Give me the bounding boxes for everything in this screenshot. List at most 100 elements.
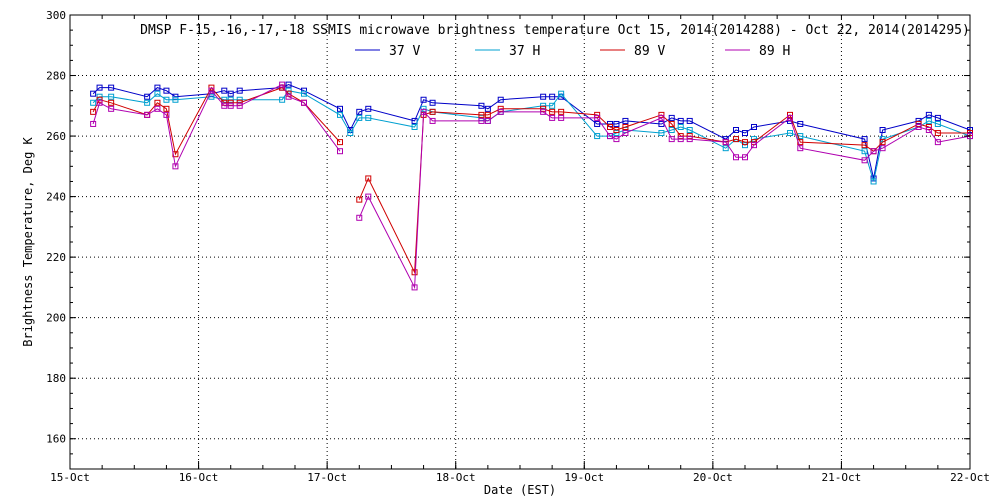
data-point [742, 142, 748, 149]
y-axis-title: Brightness Temperature, Deg K [21, 136, 35, 346]
plot-area [69, 14, 971, 470]
data-point [365, 105, 372, 112]
data-point [925, 127, 932, 134]
data-point [742, 139, 748, 146]
data-point [686, 117, 693, 124]
data-point [172, 163, 179, 170]
data-point [356, 114, 363, 121]
legend-label: 37 H [509, 44, 540, 59]
series-89-h [90, 81, 973, 291]
data-point [301, 87, 307, 94]
data-point [934, 114, 941, 121]
data-point [337, 111, 343, 118]
legend-label: 37 V [389, 44, 420, 59]
data-point [934, 139, 941, 146]
data-point [301, 99, 307, 106]
data-point [337, 105, 343, 112]
series-layer [90, 81, 973, 291]
data-point [733, 154, 739, 161]
data-point [172, 96, 179, 103]
data-point [236, 96, 243, 103]
data-point [797, 120, 804, 127]
data-point [96, 99, 103, 106]
x-axis-title: Date (EST) [484, 483, 556, 497]
x-tick-label: 17-Oct [307, 471, 347, 484]
data-point [301, 90, 307, 97]
data-point [540, 105, 547, 112]
data-point [751, 123, 757, 130]
data-point [787, 130, 793, 137]
data-point [411, 284, 418, 291]
data-point [540, 93, 547, 100]
data-point [163, 111, 170, 118]
data-point [549, 93, 556, 100]
data-point [915, 123, 922, 130]
x-tick-label: 20-Oct [693, 471, 733, 484]
data-point [497, 108, 504, 115]
data-point [154, 84, 161, 91]
data-point [934, 120, 941, 127]
data-point [356, 108, 363, 115]
data-point [668, 136, 675, 143]
data-point [429, 99, 436, 106]
x-tick-label: 19-Oct [564, 471, 604, 484]
data-point [337, 148, 343, 155]
data-point [478, 111, 485, 118]
data-point [365, 193, 372, 200]
data-point [163, 87, 170, 94]
data-point [365, 175, 372, 182]
data-point [861, 157, 868, 164]
data-point [742, 130, 748, 137]
y-tick-label: 300 [46, 9, 66, 22]
data-point [154, 90, 161, 97]
data-point [622, 123, 629, 130]
data-point [613, 130, 620, 137]
data-point [108, 105, 115, 112]
data-point [861, 148, 868, 155]
data-point [787, 114, 793, 121]
x-tick-label: 16-Oct [179, 471, 219, 484]
data-point [870, 148, 877, 155]
data-point [221, 87, 228, 94]
data-point [925, 111, 932, 118]
data-point [154, 105, 161, 112]
data-point [96, 84, 103, 91]
y-tick-label: 220 [46, 251, 66, 264]
data-point [668, 127, 675, 134]
data-point [607, 133, 613, 140]
data-point [337, 139, 343, 146]
x-tick-label: 15-Oct [50, 471, 90, 484]
legend-label: 89 V [634, 44, 665, 59]
data-point [236, 102, 243, 109]
data-point [549, 102, 556, 109]
data-point [208, 87, 215, 94]
data-point [722, 145, 729, 152]
data-point [347, 130, 354, 137]
data-point [429, 117, 436, 124]
data-point [668, 114, 675, 121]
data-point [227, 102, 234, 109]
data-point [622, 130, 629, 137]
x-tick-label: 21-Oct [822, 471, 862, 484]
y-tick-label: 200 [46, 312, 66, 325]
data-point [411, 123, 418, 130]
data-point [90, 108, 97, 115]
data-point [163, 96, 170, 103]
data-point [558, 90, 565, 97]
data-point [279, 81, 286, 88]
data-point [356, 196, 363, 203]
data-point [677, 123, 684, 130]
data-point [742, 154, 748, 161]
data-point [686, 133, 693, 140]
y-tick-label: 160 [46, 433, 66, 446]
data-point [594, 120, 601, 127]
data-point [594, 114, 601, 121]
data-point [558, 108, 565, 115]
data-point [607, 123, 613, 130]
data-point [285, 93, 292, 100]
data-point [558, 114, 565, 121]
x-tick-label: 18-Oct [436, 471, 476, 484]
data-point [227, 99, 234, 106]
data-point [429, 108, 436, 115]
data-point [90, 99, 97, 106]
